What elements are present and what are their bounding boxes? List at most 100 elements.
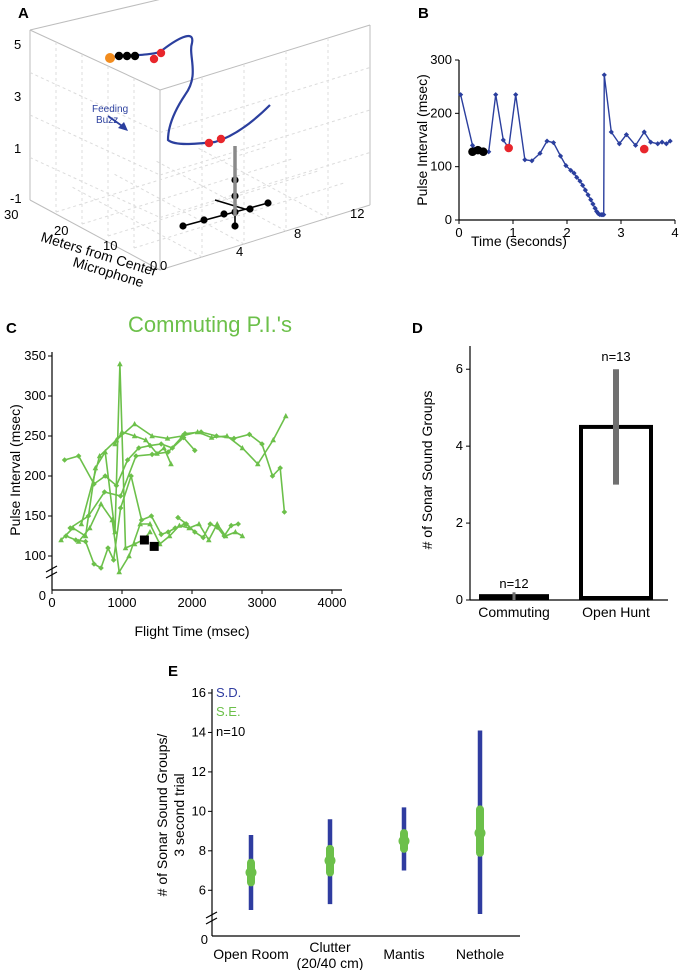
panel-a-3d-plot: 5 3 1 -1 30 20 10 0 0 4 8 12 Meters from… xyxy=(4,0,371,290)
b-series xyxy=(458,72,673,218)
c-title: Commuting P.I.'s xyxy=(128,312,292,337)
c-point xyxy=(117,361,123,367)
b-point xyxy=(557,153,564,159)
b-y-tick: 100 xyxy=(430,159,452,174)
c-point xyxy=(200,534,206,541)
e-mean-point xyxy=(245,867,257,879)
b-x-tick: 0 xyxy=(455,225,462,240)
c-point xyxy=(239,445,246,451)
b-point xyxy=(655,141,661,147)
c-point xyxy=(172,525,178,531)
b-point xyxy=(601,212,607,218)
b-point xyxy=(582,187,588,193)
d-y-tick: 4 xyxy=(456,438,463,453)
b-red-point xyxy=(504,143,513,153)
d-n-label-open-hunt: n=13 xyxy=(601,349,630,364)
a-proj-line xyxy=(214,199,249,211)
c-point xyxy=(165,529,171,535)
a-x-tick-10: 10 xyxy=(103,238,117,253)
b-x-tick: 4 xyxy=(671,225,678,240)
c-x-tick: 3000 xyxy=(248,595,277,610)
e-y-tick-labels: 6 8 10 12 14 16 xyxy=(192,685,206,897)
a-y-tick-0: 0 xyxy=(160,258,167,273)
c-point xyxy=(63,533,69,539)
c-point xyxy=(168,461,174,467)
a-floor-projection xyxy=(179,176,272,230)
b-point xyxy=(544,138,550,144)
c-point xyxy=(102,473,108,479)
c-point xyxy=(235,521,241,527)
e-errorbars xyxy=(245,730,486,914)
c-point xyxy=(137,521,143,527)
c-black-point xyxy=(139,535,149,545)
c-point xyxy=(213,433,220,439)
c-point xyxy=(96,453,103,459)
a-box-edge xyxy=(29,0,160,31)
a-black-marker xyxy=(114,51,124,61)
a-proj-point xyxy=(179,222,187,230)
c-point xyxy=(208,434,215,440)
c-point xyxy=(102,449,108,455)
a-z-tick-1: 1 xyxy=(14,141,21,156)
c-point xyxy=(158,441,164,447)
b-point xyxy=(458,92,464,98)
c-point xyxy=(91,561,97,567)
c-series xyxy=(58,361,289,575)
c-point xyxy=(147,521,153,527)
a-floor-grid-line xyxy=(197,147,329,219)
c-point xyxy=(98,501,104,507)
a-black-marker xyxy=(122,51,132,61)
c-point xyxy=(214,524,220,530)
c-point xyxy=(112,441,118,447)
a-red-marker xyxy=(216,134,226,144)
e-category-open-room: Open Room xyxy=(213,946,288,962)
a-box-edge xyxy=(29,29,161,91)
a-annot-arrow-head xyxy=(118,122,128,131)
c-point xyxy=(75,453,82,459)
a-grid-line xyxy=(159,109,371,176)
c-x-tick-labels: 0 1000 2000 3000 4000 xyxy=(48,595,346,610)
c-black-point xyxy=(149,541,159,551)
c-point xyxy=(166,533,173,539)
c-point xyxy=(119,429,125,435)
c-point xyxy=(246,431,253,438)
d-category-open-hunt: Open Hunt xyxy=(582,604,650,620)
b-x-tick: 1 xyxy=(509,225,516,240)
c-point xyxy=(277,465,283,471)
b-point xyxy=(659,139,665,145)
c-point xyxy=(176,522,183,528)
b-point xyxy=(588,197,594,203)
c-point xyxy=(101,489,108,495)
a-x-tick-20: 20 xyxy=(54,223,68,238)
c-point xyxy=(192,447,198,454)
c-point xyxy=(122,545,129,551)
a-annot-buzz: Buzz xyxy=(96,115,118,126)
c-point xyxy=(182,430,188,437)
e-mean-point xyxy=(324,855,336,867)
b-point xyxy=(563,163,569,169)
a-grid-line xyxy=(159,152,371,218)
d-y-tick: 6 xyxy=(456,361,463,376)
c-y-tick: 350 xyxy=(24,348,46,363)
b-point xyxy=(616,141,622,147)
e-y-axis-label-line2: 3 second trial xyxy=(171,773,187,856)
d-bars xyxy=(479,369,653,600)
a-proj-point xyxy=(200,216,208,224)
b-point xyxy=(493,92,499,98)
a-z-tick-5: 5 xyxy=(14,37,21,52)
c-point xyxy=(58,537,64,543)
a-red-marker xyxy=(204,138,214,148)
a-floor-grid-line xyxy=(155,160,287,232)
c-x-axis-label: Flight Time (msec) xyxy=(134,623,249,639)
b-y-tick: 300 xyxy=(430,52,452,67)
e-axis-break xyxy=(205,911,218,919)
c-point xyxy=(149,451,155,458)
a-y-tick-8: 8 xyxy=(294,226,301,241)
b-point xyxy=(513,92,519,98)
c-point xyxy=(183,521,190,527)
c-point xyxy=(259,441,265,447)
c-point xyxy=(124,457,131,463)
c-y-tick: 300 xyxy=(24,388,46,403)
c-point xyxy=(117,493,124,499)
